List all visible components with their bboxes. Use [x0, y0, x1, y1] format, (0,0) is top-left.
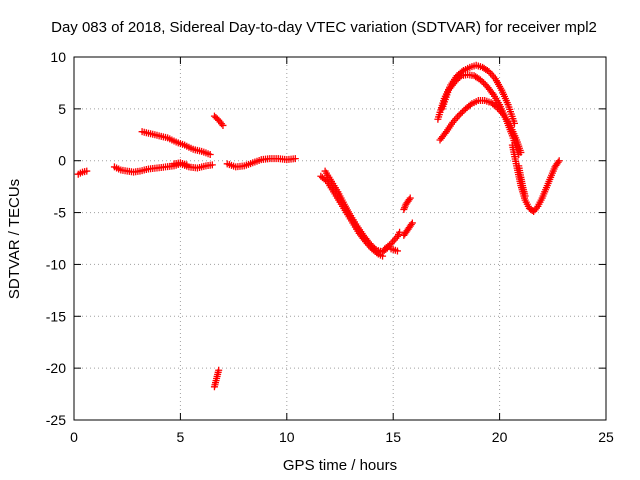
data-point: [369, 243, 377, 251]
y-tick-labels: -25 -20 -15 -10 -5 0 5 10: [46, 49, 66, 428]
data-point: [396, 228, 404, 236]
data-point: [367, 241, 375, 249]
x-tick-labels: 0 5 10 15 20 25: [70, 429, 614, 445]
series-arc-4: [138, 128, 214, 158]
data-point: [492, 103, 500, 111]
data-point: [466, 101, 474, 109]
data-point: [453, 76, 461, 84]
data-point: [456, 73, 464, 81]
data-point: [208, 161, 216, 169]
grid: [74, 57, 606, 420]
x-tick-label: 20: [492, 429, 508, 445]
y-tick-label: -10: [46, 256, 66, 272]
series-arc-18: [515, 162, 529, 200]
data-point: [441, 129, 449, 137]
x-axis-label: GPS time / hours: [283, 457, 397, 474]
data-point: [488, 89, 496, 97]
series-arc-6: [210, 366, 223, 391]
series-arc-13: [400, 219, 416, 239]
series-arc-16: [436, 97, 525, 156]
series-arc-9: [321, 167, 393, 256]
data-point: [408, 219, 416, 227]
y-tick-label: -25: [46, 412, 66, 428]
series-arc-12: [400, 194, 414, 213]
x-tick-label: 0: [70, 429, 78, 445]
x-tick-label: 5: [177, 429, 185, 445]
data-point: [366, 240, 374, 248]
data-point: [371, 244, 379, 252]
data-point: [480, 79, 488, 87]
y-tick-label: -20: [46, 360, 66, 376]
x-tick-label: 15: [385, 429, 401, 445]
x-tick-label: 25: [598, 429, 614, 445]
data-point: [405, 196, 413, 204]
data-point: [554, 158, 562, 166]
y-axis-label: SDTVAR / TECUs: [6, 179, 23, 299]
data-point: [385, 241, 393, 249]
y-tick-label: 5: [58, 101, 66, 117]
data-point: [458, 108, 466, 116]
x-tick-label: 10: [279, 429, 295, 445]
data-point: [517, 148, 525, 156]
data-point: [555, 157, 563, 165]
y-tick-label: 10: [50, 49, 66, 65]
data-point: [406, 194, 414, 202]
series-arc-1: [74, 167, 91, 178]
data-point: [451, 78, 459, 86]
series-arc-3: [170, 159, 191, 169]
data-point: [455, 111, 463, 119]
data-point: [393, 247, 401, 255]
data-point: [291, 155, 299, 163]
data-point: [457, 110, 465, 118]
y-tick-label: -15: [46, 308, 66, 324]
plot-frame: [73, 56, 607, 421]
data-point: [183, 161, 191, 169]
chart-title: Day 083 of 2018, Sidereal Day-to-day VTE…: [51, 19, 597, 36]
data-point: [454, 75, 462, 83]
data-point: [478, 77, 486, 85]
series-arc-7: [223, 155, 299, 171]
data-point: [206, 150, 214, 158]
data-point: [83, 167, 91, 175]
data-point: [219, 121, 227, 129]
data-point: [407, 220, 415, 228]
series-arc-5: [210, 112, 227, 129]
y-tick-label: 0: [58, 153, 66, 169]
data-point: [521, 192, 529, 200]
data-points: [74, 61, 563, 391]
data-point: [476, 76, 484, 84]
y-tick-label: -5: [54, 205, 67, 221]
axis-ticks: [73, 56, 607, 421]
series-arc-11: [387, 245, 401, 255]
data-point: [215, 366, 223, 374]
